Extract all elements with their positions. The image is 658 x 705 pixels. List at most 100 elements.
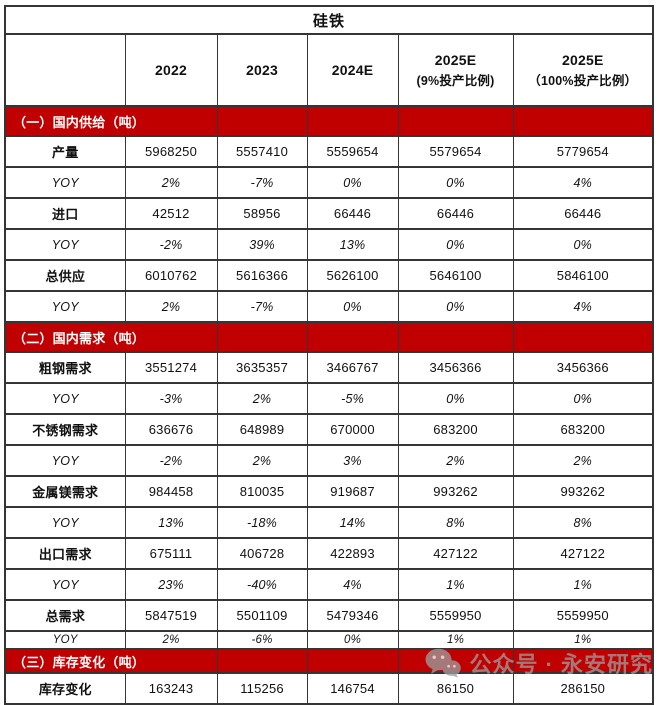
cell-value: 5968250: [124, 135, 218, 168]
cell-value: -7%: [216, 166, 308, 199]
cell-value: 0%: [397, 382, 514, 415]
row-label: YOY: [4, 290, 126, 323]
cell-value: 1%: [397, 630, 514, 650]
cell-value: 636676: [124, 413, 218, 446]
cell-value: 2%: [216, 444, 308, 477]
row-label: 粗钢需求: [4, 351, 126, 384]
cell-value: 810035: [216, 475, 308, 508]
page-title: 硅铁: [4, 5, 654, 35]
cell-value: 0%: [306, 290, 399, 323]
cell-value: 0%: [397, 166, 514, 199]
cell-value: 146754: [306, 672, 399, 705]
section-header: （二）国内需求（吨）: [4, 321, 218, 353]
section-band-cell: [306, 105, 399, 137]
section-header: （三）库存变化（吨）: [4, 648, 218, 674]
section-band-cell: [306, 321, 399, 353]
cell-value: 984458: [124, 475, 218, 508]
cell-value: 683200: [512, 413, 654, 446]
cell-value: 5501109: [216, 599, 308, 632]
row-label: YOY: [4, 444, 126, 477]
cell-value: 0%: [397, 228, 514, 261]
cell-value: 3635357: [216, 351, 308, 384]
cell-value: 8%: [512, 506, 654, 539]
cell-value: -2%: [124, 228, 218, 261]
table-row: YOY -2% 2% 3% 2% 2%: [4, 444, 654, 477]
section-band-cell: [397, 648, 514, 674]
row-label: 总需求: [4, 599, 126, 632]
table-row: 粗钢需求 3551274 3635357 3466767 3456366 3456366: [4, 351, 654, 384]
cell-value: 2%: [124, 290, 218, 323]
cell-value: 0%: [306, 166, 399, 199]
cell-value: 4%: [306, 568, 399, 601]
column-header-2025e-100pct: 2025E （100%投产比例）: [512, 33, 654, 107]
cell-value: 58956: [216, 197, 308, 230]
cell-value: 5579654: [397, 135, 514, 168]
cell-value: 2%: [512, 444, 654, 477]
row-label: YOY: [4, 228, 126, 261]
row-label: YOY: [4, 166, 126, 199]
cell-value: 66446: [306, 197, 399, 230]
cell-value: -7%: [216, 290, 308, 323]
cell-value: 0%: [397, 290, 514, 323]
section-band-cell: [512, 105, 654, 137]
row-label: 产量: [4, 135, 126, 168]
section-band-row: （三）库存变化（吨）: [4, 648, 654, 674]
cell-value: 6010762: [124, 259, 218, 292]
cell-value: 14%: [306, 506, 399, 539]
cell-value: 919687: [306, 475, 399, 508]
cell-value: 23%: [124, 568, 218, 601]
cell-value: 5557410: [216, 135, 308, 168]
cell-value: 8%: [397, 506, 514, 539]
cell-value: 427122: [397, 537, 514, 570]
cell-value: 3456366: [397, 351, 514, 384]
ferrosilicon-balance-table: 硅铁 2022 2023 2024E 2025E (9%投产比例) 2025E （1…: [4, 5, 655, 705]
table-row: YOY -3% 2% -5% 0% 0%: [4, 382, 654, 415]
cell-value: 648989: [216, 413, 308, 446]
cell-value: 675111: [124, 537, 218, 570]
row-label: YOY: [4, 506, 126, 539]
section-band-cell: [216, 648, 308, 674]
cell-value: 66446: [397, 197, 514, 230]
column-header-2024e: 2024E: [306, 33, 399, 107]
cell-value: 993262: [397, 475, 514, 508]
table-row: 库存变化 163243 115256 146754 86150 286150: [4, 672, 654, 705]
cell-value: 406728: [216, 537, 308, 570]
cell-value: 5626100: [306, 259, 399, 292]
section-band-cell: [512, 321, 654, 353]
table-row: 金属镁需求 984458 810035 919687 993262 993262: [4, 475, 654, 508]
table-row: YOY 2% -7% 0% 0% 4%: [4, 290, 654, 323]
cell-value: 163243: [124, 672, 218, 705]
cell-value: -6%: [216, 630, 308, 650]
cell-value: 1%: [512, 568, 654, 601]
section-band-cell: [397, 321, 514, 353]
section-band-row: （一）国内供给（吨）: [4, 105, 654, 137]
cell-value: 0%: [512, 228, 654, 261]
section-band-cell: [306, 648, 399, 674]
cell-value: 1%: [512, 630, 654, 650]
cell-value: 422893: [306, 537, 399, 570]
row-label: 总供应: [4, 259, 126, 292]
row-label: 进口: [4, 197, 126, 230]
column-header-row: 2022 2023 2024E 2025E (9%投产比例) 2025E （100%…: [4, 33, 654, 107]
row-label: 金属镁需求: [4, 475, 126, 508]
column-header-empty: [4, 33, 126, 107]
cell-value: 3551274: [124, 351, 218, 384]
cell-value: -18%: [216, 506, 308, 539]
cell-value: 3466767: [306, 351, 399, 384]
row-label: YOY: [4, 568, 126, 601]
cell-value: 13%: [124, 506, 218, 539]
cell-value: 0%: [306, 630, 399, 650]
cell-value: 5559654: [306, 135, 399, 168]
cell-value: 683200: [397, 413, 514, 446]
cell-value: 5779654: [512, 135, 654, 168]
column-header-2022: 2022: [124, 33, 218, 107]
table-row: YOY 13% -18% 14% 8% 8%: [4, 506, 654, 539]
cell-value: 115256: [216, 672, 308, 705]
cell-value: 2%: [124, 166, 218, 199]
cell-value: 13%: [306, 228, 399, 261]
cell-value: -40%: [216, 568, 308, 601]
cell-value: 286150: [512, 672, 654, 705]
table-row: YOY 23% -40% 4% 1% 1%: [4, 568, 654, 601]
row-label: 出口需求: [4, 537, 126, 570]
section-header: （一）国内供给（吨）: [4, 105, 218, 137]
